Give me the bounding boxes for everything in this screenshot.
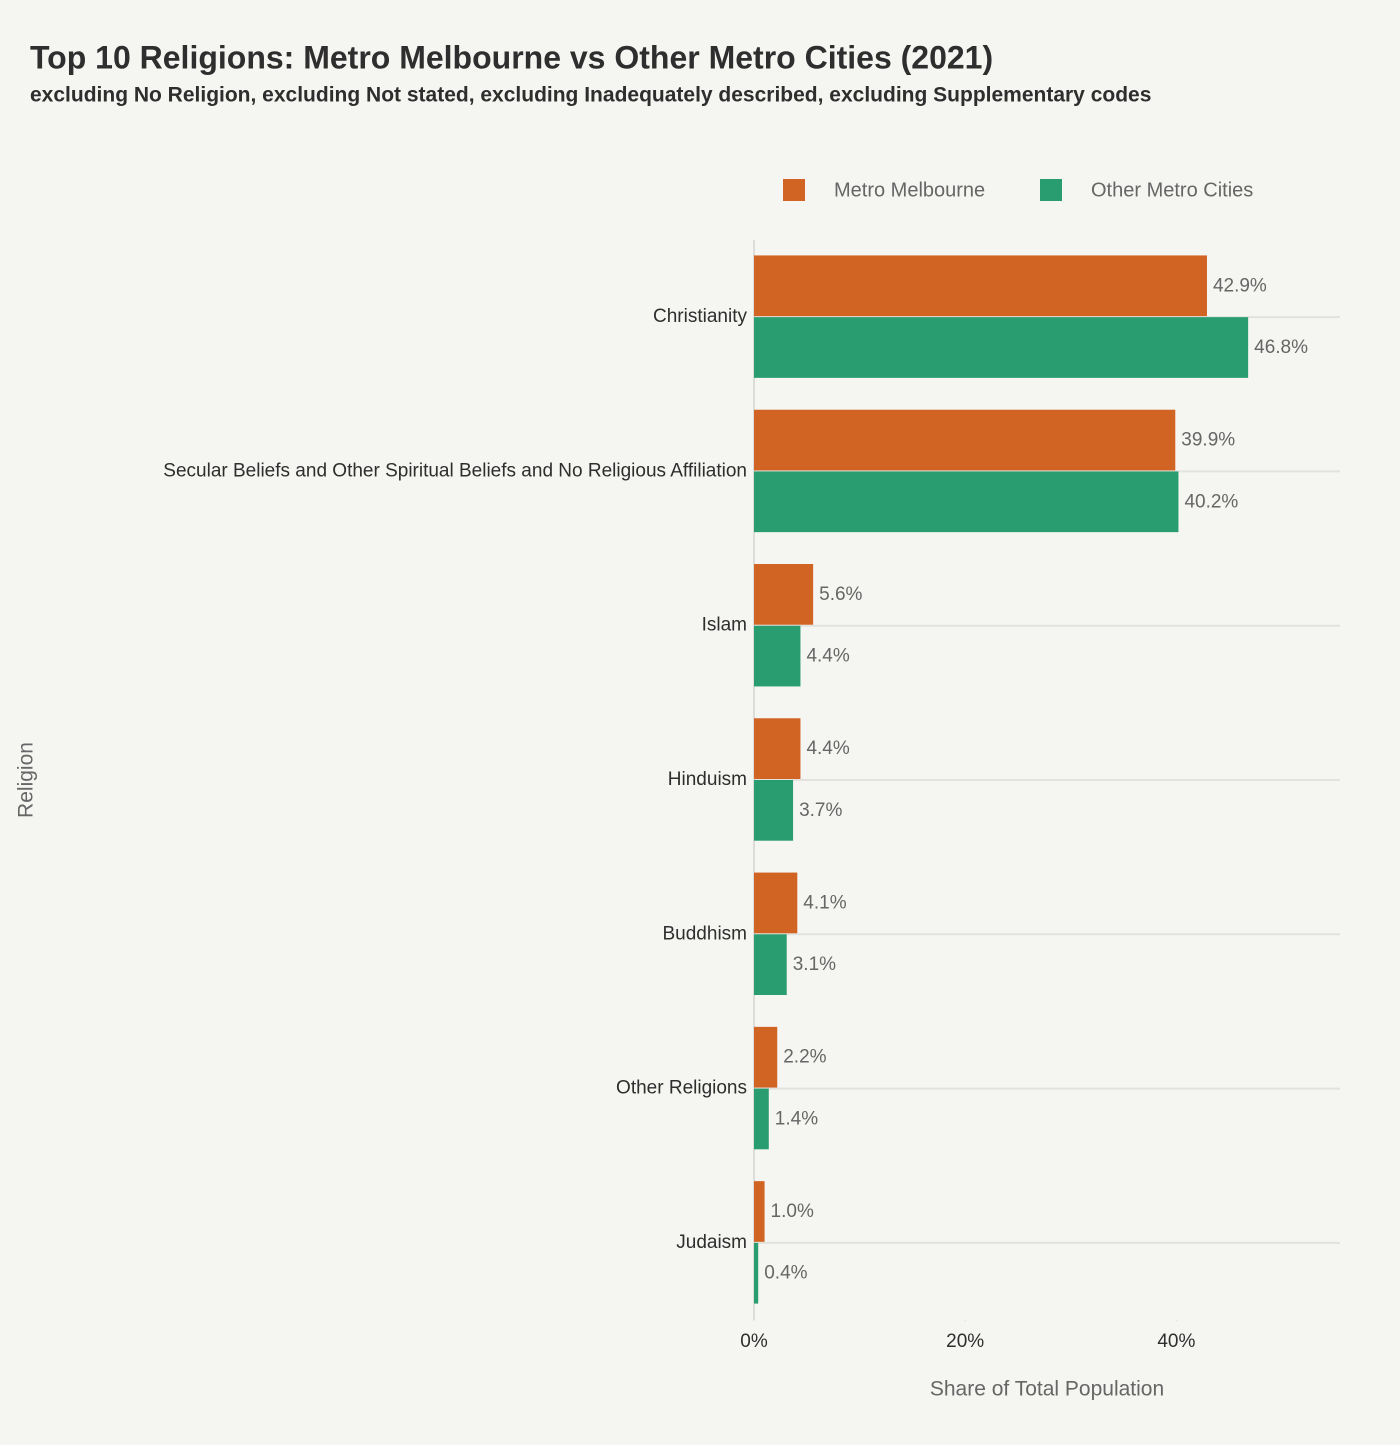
- y-tick-label: Judaism: [676, 1232, 747, 1253]
- y-tick-label: Christianity: [653, 306, 747, 327]
- bar: [754, 934, 787, 995]
- value-label: 0.4%: [764, 1263, 807, 1284]
- value-label: 46.8%: [1254, 337, 1308, 358]
- bar: [754, 780, 794, 841]
- value-label: 3.1%: [793, 954, 836, 975]
- chart-title: Top 10 Religions: Metro Melbourne vs Oth…: [30, 39, 993, 75]
- x-tick-label: 40%: [1157, 1331, 1195, 1352]
- bar: [754, 471, 1179, 533]
- value-label: 4.1%: [803, 892, 846, 913]
- x-tick-label: 0%: [740, 1331, 768, 1352]
- x-tick-label: 20%: [946, 1331, 984, 1352]
- value-label: 1.0%: [771, 1201, 814, 1222]
- bar: [754, 1181, 765, 1242]
- bar: [754, 1242, 759, 1304]
- chart-subtitle: excluding No Religion, excluding Not sta…: [30, 84, 1151, 107]
- y-axis-title: Religion: [15, 742, 38, 818]
- bar: [754, 1026, 778, 1088]
- value-label: 42.9%: [1213, 275, 1267, 296]
- y-tick-label: Hinduism: [668, 769, 747, 790]
- legend-label: Other Metro Cities: [1091, 179, 1253, 201]
- value-label: 5.6%: [819, 584, 862, 605]
- legend-swatch: [783, 179, 805, 201]
- value-label: 3.7%: [799, 800, 842, 821]
- bar: [754, 564, 814, 625]
- value-label: 40.2%: [1184, 491, 1238, 512]
- value-label: 2.2%: [783, 1047, 826, 1068]
- bar: [754, 718, 801, 779]
- y-tick-label: Other Religions: [616, 1078, 747, 1099]
- bar: [754, 317, 1249, 378]
- bar: [754, 409, 1176, 471]
- bar: [754, 625, 801, 687]
- y-tick-label: Islam: [702, 615, 747, 636]
- bar: [754, 1088, 769, 1150]
- bar: [754, 872, 798, 934]
- bar: [754, 255, 1207, 317]
- legend-swatch: [1040, 179, 1062, 201]
- legend-label: Metro Melbourne: [834, 179, 985, 201]
- value-label: 4.4%: [806, 738, 849, 759]
- x-axis-title: Share of Total Population: [930, 1378, 1164, 1401]
- y-tick-label: Secular Beliefs and Other Spiritual Beli…: [163, 460, 747, 481]
- value-label: 1.4%: [775, 1108, 818, 1129]
- value-label: 39.9%: [1181, 430, 1235, 451]
- value-label: 4.4%: [806, 646, 849, 667]
- y-tick-label: Buddhism: [663, 923, 748, 944]
